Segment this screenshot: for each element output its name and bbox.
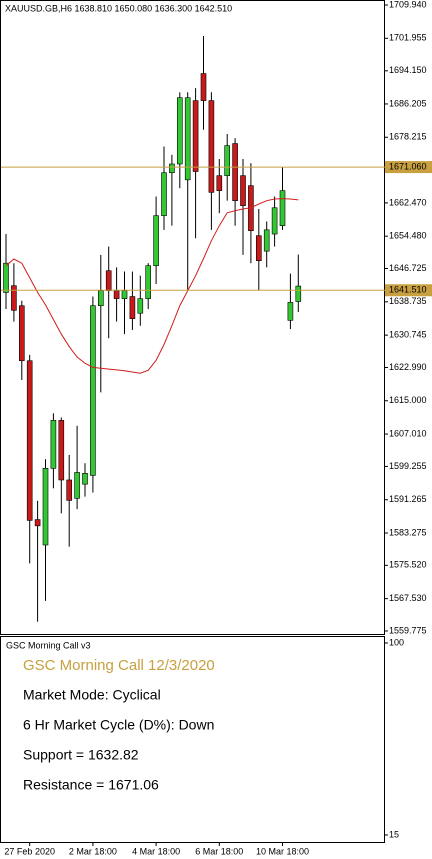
y-tick-label: 1678.215	[389, 132, 427, 142]
indicator-title: GSC Morning Call v3	[6, 640, 91, 650]
y-tick-label: 1709.940	[389, 0, 427, 9]
y-tick-label: 1591.265	[389, 494, 427, 504]
candle-body	[129, 296, 136, 319]
y-tick-label: 1686.205	[389, 98, 427, 108]
candle-body	[287, 302, 294, 321]
chart-title: XAUUSD.GB,H6 1638.810 1650.080 1636.300 …	[5, 3, 232, 13]
indicator-heading: GSC Morning Call 12/3/2020	[23, 657, 215, 674]
candle-body	[66, 479, 72, 501]
x-tick-label: 6 Mar 18:00	[195, 846, 243, 856]
y-tick-label: 1599.255	[389, 461, 427, 471]
y-tick-label: 15	[389, 829, 399, 839]
candle-body	[271, 207, 278, 235]
candle-body	[208, 100, 215, 193]
level-label: 1641.510	[389, 285, 427, 295]
candle-body	[90, 305, 96, 476]
indicator-line: Support = 1632.82	[23, 747, 139, 763]
y-tick-label: 1662.470	[389, 197, 427, 207]
candle-body	[3, 262, 9, 293]
candle-body	[255, 235, 262, 262]
indicator-line: Resistance = 1671.06	[23, 777, 159, 793]
candle-body	[137, 298, 144, 314]
candle-body	[232, 143, 238, 201]
y-tick-label: 1567.530	[389, 593, 427, 603]
y-tick-label: 1701.955	[389, 33, 427, 43]
moving-average	[5, 198, 299, 374]
candle-body	[240, 175, 246, 206]
x-tick-label: 27 Feb 2020	[4, 846, 55, 856]
y-tick-label: 1559.775	[389, 625, 427, 635]
candle-body	[224, 145, 230, 176]
candle-body	[121, 290, 128, 299]
level-label: 1671.060	[389, 161, 427, 171]
candle-body	[263, 229, 270, 252]
candle-body	[74, 472, 80, 499]
level-label-bg	[385, 284, 432, 297]
candle-body	[153, 215, 159, 267]
x-tick-label: 4 Mar 18:00	[132, 846, 180, 856]
y-tick-label: 1583.275	[389, 527, 427, 537]
candle-body	[82, 473, 88, 485]
candle-body	[192, 100, 199, 172]
indicator-panel	[0, 636, 385, 843]
candle-body	[216, 175, 223, 191]
candle-body	[177, 97, 183, 165]
candle-body	[26, 360, 33, 521]
candle-body	[113, 290, 120, 299]
candle-body	[58, 420, 65, 481]
candle-body	[279, 190, 286, 226]
candle-body	[169, 163, 175, 174]
candle-body	[34, 519, 41, 527]
y-tick-label: 1638.735	[389, 296, 427, 306]
candle-body	[98, 290, 104, 307]
candle-body	[42, 467, 49, 546]
x-tick-label: 2 Mar 18:00	[69, 846, 117, 856]
candle-body	[200, 73, 207, 101]
y-tick-label: 1575.520	[389, 560, 427, 570]
candle-body	[184, 97, 191, 181]
candle-body	[105, 270, 112, 292]
y-tick-label: 1615.000	[389, 395, 427, 405]
y-tick-label: 1694.150	[389, 65, 427, 75]
y-tick-label: 1607.010	[389, 428, 427, 438]
y-tick-label: 1654.480	[389, 231, 427, 241]
price-panel	[0, 0, 385, 635]
level-label-bg	[385, 161, 432, 174]
y-tick-label: 1630.745	[389, 330, 427, 340]
candle-body	[161, 172, 167, 216]
candle-body	[11, 285, 17, 311]
candle-body	[145, 265, 151, 299]
candle-body	[18, 305, 25, 362]
y-tick-label: 1646.725	[389, 263, 427, 273]
y-tick-label: 100	[389, 637, 404, 647]
candle-body	[50, 420, 57, 469]
indicator-line: Market Mode: Cyclical	[23, 687, 161, 703]
y-tick-label: 1622.990	[389, 362, 427, 372]
indicator-line: 6 Hr Market Cycle (D%): Down	[23, 717, 214, 733]
candle-body	[295, 285, 302, 302]
x-tick-label: 10 Mar 18:00	[256, 846, 309, 856]
